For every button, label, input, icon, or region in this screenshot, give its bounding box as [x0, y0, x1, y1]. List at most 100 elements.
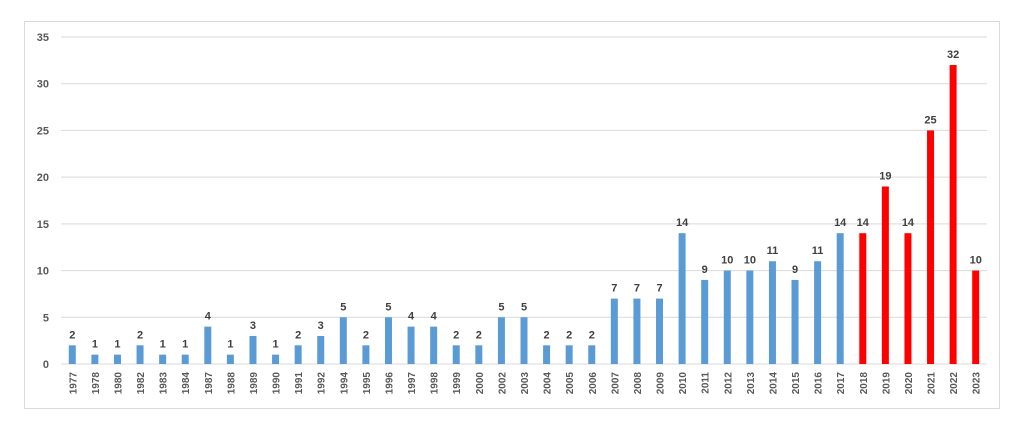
x-tick-label-2013: 2013 — [746, 372, 757, 395]
x-tick-label-2007: 2007 — [610, 372, 621, 395]
data-label-1996: 5 — [385, 301, 391, 313]
data-label-2005: 2 — [566, 329, 572, 341]
x-tick-label-1987: 1987 — [204, 372, 215, 395]
x-tick-label-2021: 2021 — [927, 372, 938, 395]
x-tick-label-1997: 1997 — [407, 372, 418, 395]
x-axis-ticks: 1977 1978 1980 1982 1983 1984 1987 1988 1989 1990… — [68, 372, 982, 395]
y-axis-ticks: 0 5 10 15 20 25 30 35 — [37, 32, 49, 371]
y-tick-label: 35 — [37, 32, 49, 44]
x-tick-label-1982: 1982 — [136, 372, 147, 395]
data-label-2011: 9 — [702, 264, 708, 276]
data-label-2016: 11 — [812, 245, 824, 257]
y-tick-label: 30 — [37, 79, 49, 91]
bar-2015 — [791, 279, 799, 364]
data-label-2010: 14 — [676, 217, 689, 229]
bar-2002 — [497, 317, 505, 364]
data-label-1983: 1 — [160, 339, 166, 351]
x-tick-label-2017: 2017 — [836, 372, 847, 395]
x-tick-label-2000: 2000 — [475, 372, 486, 395]
bar-2000 — [475, 345, 483, 364]
bar-1983 — [159, 354, 167, 364]
bar-2021 — [927, 130, 935, 364]
bar-2018 — [859, 233, 867, 364]
x-tick-label-1984: 1984 — [181, 372, 192, 395]
x-tick-label-1980: 1980 — [113, 372, 124, 395]
y-tick-label: 25 — [37, 125, 49, 137]
x-tick-label-1992: 1992 — [317, 372, 328, 395]
x-tick-label-2022: 2022 — [949, 372, 960, 395]
x-tick-label-1994: 1994 — [339, 372, 350, 395]
x-tick-label-2016: 2016 — [814, 372, 825, 395]
bar-1984 — [181, 354, 189, 364]
x-tick-label-2023: 2023 — [972, 372, 983, 395]
x-tick-label-2008: 2008 — [633, 372, 644, 395]
y-tick-label: 20 — [37, 172, 49, 184]
data-label-2014: 11 — [767, 245, 779, 257]
data-label-2008: 7 — [634, 283, 640, 295]
data-label-1977: 2 — [69, 329, 75, 341]
x-tick-label-2012: 2012 — [723, 372, 734, 395]
x-tick-label-2018: 2018 — [859, 372, 870, 395]
bar-1997 — [407, 326, 415, 364]
data-label-1990: 1 — [272, 339, 278, 351]
x-tick-label-2005: 2005 — [565, 372, 576, 395]
x-tick-label-2014: 2014 — [768, 372, 779, 395]
y-tick-label: 0 — [43, 359, 49, 371]
x-tick-label-2002: 2002 — [497, 372, 508, 395]
x-tick-label-1996: 1996 — [384, 372, 395, 395]
bar-1996 — [384, 317, 392, 364]
bar-2019 — [881, 186, 889, 364]
x-tick-label-1998: 1998 — [430, 372, 441, 395]
data-label-2018: 14 — [857, 217, 870, 229]
data-label-1995: 2 — [363, 329, 369, 341]
data-label-2017: 14 — [834, 217, 847, 229]
bar-2004 — [543, 345, 551, 364]
data-label-2019: 19 — [879, 170, 891, 182]
bar-1987 — [204, 326, 212, 364]
x-tick-label-1988: 1988 — [226, 372, 237, 395]
data-label-1982: 2 — [137, 329, 143, 341]
bars — [68, 65, 980, 365]
bar-2008 — [633, 298, 641, 364]
x-tick-label-2003: 2003 — [520, 372, 531, 395]
x-tick-label-2006: 2006 — [588, 372, 599, 395]
bar-1988 — [226, 354, 234, 364]
data-label-1994: 5 — [340, 301, 346, 313]
x-tick-label-1983: 1983 — [159, 372, 170, 395]
bar-1990 — [272, 354, 280, 364]
data-label-2022: 32 — [947, 49, 959, 61]
x-tick-label-1977: 1977 — [68, 372, 79, 395]
data-label-2006: 2 — [589, 329, 595, 341]
bar-1977 — [68, 345, 76, 364]
data-label-1988: 1 — [227, 339, 233, 351]
x-tick-label-1991: 1991 — [294, 372, 305, 395]
bar-2014 — [768, 261, 776, 364]
bar-1982 — [136, 345, 144, 364]
data-label-1987: 4 — [205, 311, 212, 323]
x-tick-label-1999: 1999 — [452, 372, 463, 395]
data-label-2020: 14 — [902, 217, 915, 229]
bar-2007 — [610, 298, 618, 364]
data-label-1991: 2 — [295, 329, 301, 341]
data-label-2007: 7 — [611, 283, 617, 295]
x-tick-label-2004: 2004 — [543, 372, 554, 395]
data-label-2023: 10 — [970, 255, 982, 267]
bar-2022 — [949, 65, 957, 365]
x-tick-label-1978: 1978 — [91, 372, 102, 395]
bar-2010 — [678, 233, 686, 364]
bar-2006 — [588, 345, 596, 364]
data-label-2009: 7 — [656, 283, 662, 295]
y-tick-label: 5 — [43, 312, 49, 324]
gridlines — [61, 36, 987, 365]
bar-1980 — [113, 354, 121, 364]
bar-1998 — [430, 326, 438, 364]
bar-1978 — [91, 354, 99, 364]
bar-2012 — [723, 270, 731, 364]
x-tick-label-2015: 2015 — [791, 372, 802, 395]
bar-1999 — [452, 345, 460, 364]
bar-1989 — [249, 335, 257, 364]
data-label-2021: 25 — [924, 114, 936, 126]
data-label-2015: 9 — [792, 264, 798, 276]
